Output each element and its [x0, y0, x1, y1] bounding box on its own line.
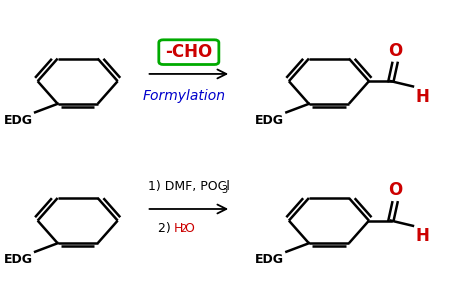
Text: H: H — [415, 88, 429, 106]
FancyBboxPatch shape — [159, 40, 219, 65]
Text: 2: 2 — [181, 224, 187, 234]
Text: 1) DMF, POCl: 1) DMF, POCl — [148, 180, 230, 193]
Text: O: O — [388, 42, 402, 60]
Text: 3: 3 — [221, 185, 227, 195]
Text: O: O — [388, 181, 402, 200]
Text: EDG: EDG — [255, 114, 284, 127]
Text: EDG: EDG — [4, 114, 33, 127]
Text: EDG: EDG — [4, 253, 33, 266]
Text: -CHO: -CHO — [165, 43, 212, 61]
Text: O: O — [184, 222, 194, 235]
Text: H: H — [173, 222, 182, 235]
Text: EDG: EDG — [255, 253, 284, 266]
Text: Formylation: Formylation — [143, 89, 226, 103]
Text: H: H — [415, 227, 429, 245]
Text: 2): 2) — [158, 222, 174, 235]
